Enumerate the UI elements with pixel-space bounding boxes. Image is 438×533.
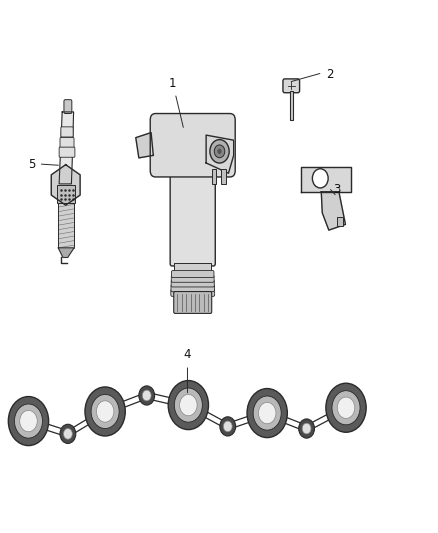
Circle shape — [302, 423, 311, 434]
Polygon shape — [206, 135, 234, 173]
FancyBboxPatch shape — [171, 289, 215, 296]
FancyBboxPatch shape — [171, 285, 215, 292]
Bar — [337, 217, 343, 227]
Circle shape — [139, 386, 155, 405]
Circle shape — [60, 424, 76, 443]
Bar — [174, 263, 211, 273]
FancyBboxPatch shape — [171, 271, 214, 278]
Circle shape — [223, 421, 232, 432]
Polygon shape — [59, 112, 74, 184]
Circle shape — [64, 429, 72, 439]
Bar — [212, 169, 216, 184]
FancyBboxPatch shape — [174, 292, 212, 313]
Polygon shape — [301, 167, 351, 192]
Polygon shape — [51, 165, 80, 205]
Circle shape — [299, 419, 314, 438]
Text: 3: 3 — [333, 183, 340, 196]
FancyBboxPatch shape — [150, 114, 235, 177]
Bar — [57, 185, 75, 203]
Circle shape — [326, 383, 366, 432]
FancyBboxPatch shape — [64, 100, 72, 114]
FancyBboxPatch shape — [61, 127, 73, 137]
Circle shape — [332, 391, 360, 425]
Text: 5: 5 — [28, 158, 36, 171]
Text: 2: 2 — [326, 68, 334, 81]
FancyBboxPatch shape — [60, 138, 74, 148]
Circle shape — [210, 140, 229, 163]
Circle shape — [20, 410, 37, 432]
FancyBboxPatch shape — [171, 275, 214, 282]
Polygon shape — [321, 192, 346, 230]
Text: 1: 1 — [168, 77, 176, 90]
Circle shape — [312, 169, 328, 188]
Circle shape — [168, 381, 208, 430]
Circle shape — [258, 402, 276, 424]
Bar — [290, 91, 293, 120]
Bar — [58, 203, 74, 248]
Circle shape — [214, 145, 225, 158]
Circle shape — [174, 388, 202, 422]
Circle shape — [337, 397, 355, 418]
Circle shape — [220, 417, 236, 436]
Circle shape — [217, 149, 222, 154]
Text: 4: 4 — [183, 349, 191, 361]
Circle shape — [96, 401, 114, 422]
Polygon shape — [58, 248, 74, 257]
Circle shape — [247, 389, 287, 438]
FancyBboxPatch shape — [171, 280, 214, 287]
Circle shape — [142, 390, 151, 401]
FancyBboxPatch shape — [59, 147, 75, 157]
Circle shape — [180, 394, 197, 416]
FancyBboxPatch shape — [283, 79, 300, 93]
Polygon shape — [136, 133, 153, 158]
Circle shape — [91, 394, 119, 429]
Circle shape — [8, 397, 49, 446]
FancyBboxPatch shape — [170, 166, 215, 266]
Circle shape — [253, 396, 281, 430]
Circle shape — [14, 404, 42, 438]
Circle shape — [85, 387, 125, 436]
Bar — [221, 169, 226, 184]
